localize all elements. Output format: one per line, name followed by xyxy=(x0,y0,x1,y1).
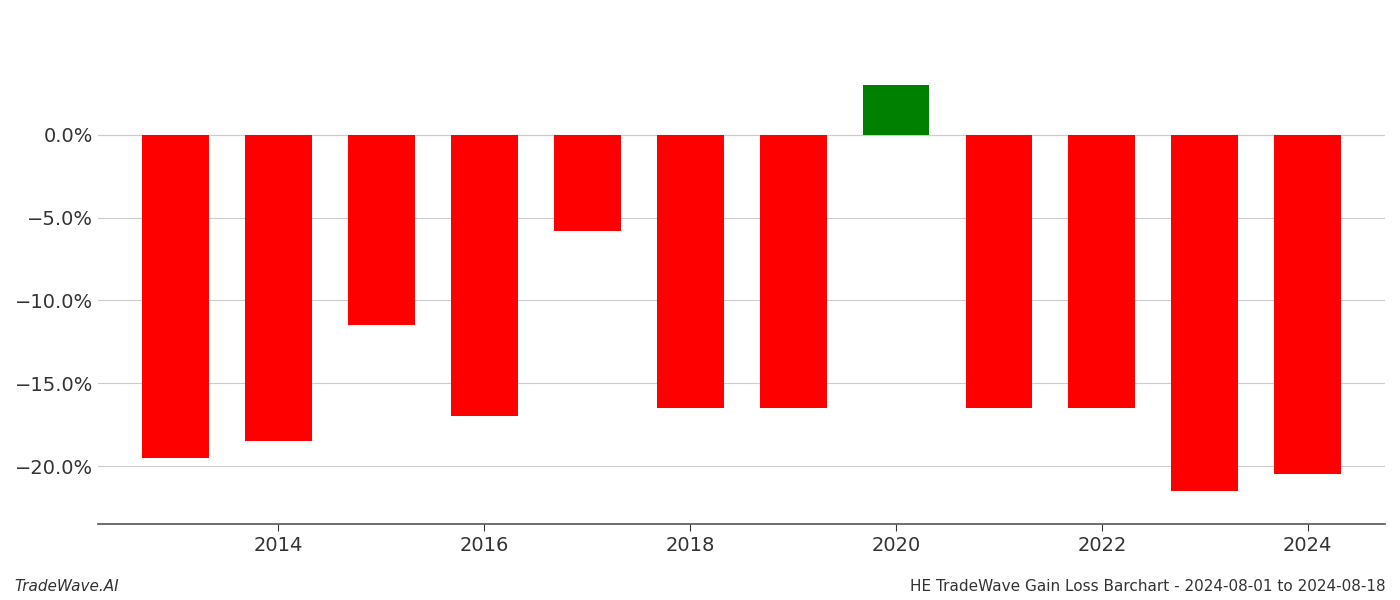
Bar xyxy=(760,135,826,408)
Bar xyxy=(451,135,518,416)
Bar xyxy=(245,135,312,442)
Bar xyxy=(1068,135,1135,408)
Bar xyxy=(966,135,1032,408)
Bar xyxy=(141,135,209,458)
Text: HE TradeWave Gain Loss Barchart - 2024-08-01 to 2024-08-18: HE TradeWave Gain Loss Barchart - 2024-0… xyxy=(910,579,1386,594)
Bar xyxy=(1172,135,1239,491)
Bar xyxy=(554,135,620,231)
Text: TradeWave.AI: TradeWave.AI xyxy=(14,579,119,594)
Bar xyxy=(657,135,724,408)
Bar xyxy=(862,85,930,135)
Bar xyxy=(347,135,414,325)
Bar xyxy=(1274,135,1341,475)
